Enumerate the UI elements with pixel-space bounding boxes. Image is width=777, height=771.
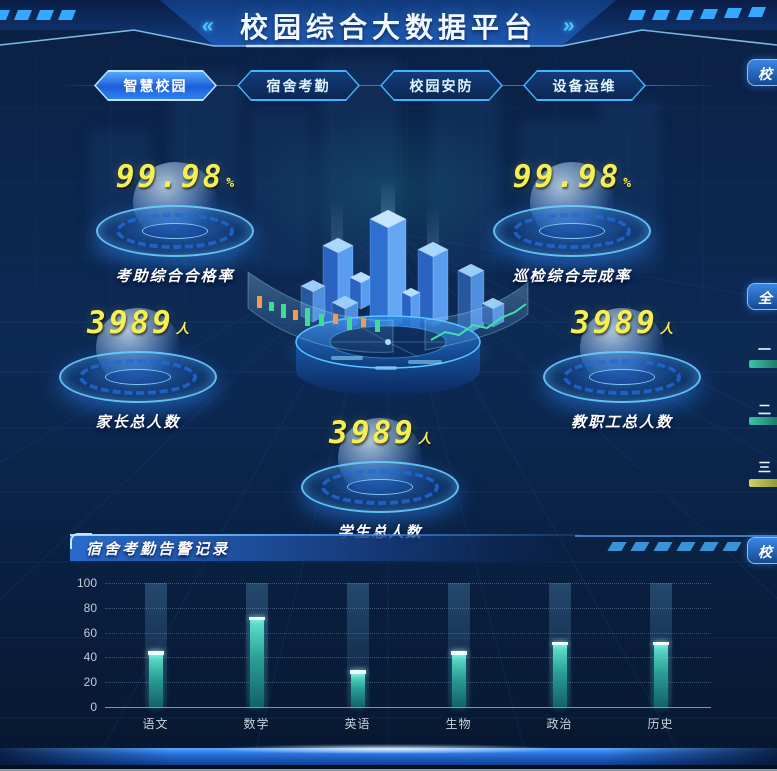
tab-label: 宿舍考勤 xyxy=(266,77,331,94)
hologram-city-visualization xyxy=(247,180,529,396)
tab-bar: 智慧校园 宿舍考勤 校园安防 设备运维 xyxy=(94,70,646,101)
bar-cap xyxy=(147,651,164,655)
page-title: 校园综合大数据平台 xyxy=(239,12,537,43)
stat-unit: 人 xyxy=(175,322,189,337)
platform-disc xyxy=(301,461,459,513)
chart-gridline xyxy=(105,632,711,634)
y-axis-tick: 100 xyxy=(76,576,97,590)
bar xyxy=(653,645,668,707)
y-axis-tick: 80 xyxy=(83,600,97,615)
panel-corner-accent xyxy=(70,533,92,549)
tab-device-ops[interactable]: 设备运维 xyxy=(523,70,646,101)
right-chevrons-icon: » xyxy=(561,14,577,37)
stat-value: 99.98% xyxy=(115,159,235,195)
x-axis-label: 数学 xyxy=(243,717,270,731)
bar-cap xyxy=(248,616,265,621)
left-chevrons-icon: « xyxy=(200,14,216,37)
tab-dorm-attendance[interactable]: 宿舍考勤 xyxy=(237,70,360,101)
stat-unit: % xyxy=(226,176,235,191)
rank-item-label: 二 xyxy=(758,402,772,417)
stat-label: 教职工总人数 xyxy=(570,414,673,431)
chart-gridline xyxy=(105,607,711,609)
stat-attendance-pass-rate: 99.98% 考助综合合格率 xyxy=(90,160,260,286)
y-axis-tick: 20 xyxy=(83,675,97,690)
platform-disc xyxy=(493,205,651,257)
footer-dark-strip xyxy=(0,765,777,771)
chart-gridline xyxy=(105,682,711,684)
stat-total-students: 3989 人 学生总人数 xyxy=(295,416,465,542)
chart-gridline xyxy=(105,657,711,659)
hatch-marks-decoration xyxy=(607,542,742,551)
x-axis-label: 历史 xyxy=(647,717,674,731)
platform-disc xyxy=(543,351,701,403)
stat-unit: 人 xyxy=(417,432,431,447)
right-panel-chip-bottom[interactable]: 校 xyxy=(747,537,777,564)
rank-item-bar xyxy=(749,417,777,425)
right-panel-chip-middle[interactable]: 全 xyxy=(747,283,777,310)
y-axis-tick: 0 xyxy=(90,700,97,714)
panel-title-strip xyxy=(70,535,570,561)
x-axis-label: 政治 xyxy=(546,717,573,731)
platform-disc xyxy=(96,205,254,257)
bar xyxy=(350,673,365,707)
rank-item-bar xyxy=(749,360,777,368)
y-axis-tick: 40 xyxy=(83,650,97,665)
rank-item-label: 三 xyxy=(758,460,772,475)
bar-cap xyxy=(450,651,467,655)
panel-title: 宿舍考勤告警记录 xyxy=(86,541,231,558)
stat-value: 3989 人 xyxy=(571,305,673,341)
stat-inspection-completion-rate: 99.98% 巡检综合完成率 xyxy=(487,160,657,286)
alarm-records-panel-header: 宿舍考勤告警记录 xyxy=(70,533,777,565)
stat-unit: % xyxy=(623,176,632,191)
rank-item-bar xyxy=(749,479,777,487)
header-banner xyxy=(0,0,777,48)
bar xyxy=(451,654,466,707)
tab-campus-security[interactable]: 校园安防 xyxy=(380,70,503,101)
bar xyxy=(552,645,567,707)
stat-total-parents: 3989 人 家长总人数 xyxy=(53,306,223,432)
footer-bottom-line xyxy=(0,769,777,771)
stat-value: 3989 人 xyxy=(329,415,431,451)
tab-label: 智慧校园 xyxy=(123,77,188,94)
stat-label: 考助综合合格率 xyxy=(115,268,235,285)
panel-extension-line xyxy=(575,535,777,537)
tab-smart-campus[interactable]: 智慧校园 xyxy=(94,70,217,101)
bar-cap xyxy=(652,641,669,645)
rank-item-label: 一 xyxy=(758,342,772,357)
bar-cap xyxy=(551,641,568,645)
bar xyxy=(249,620,264,707)
panel-top-line xyxy=(70,534,582,536)
chart-gridline xyxy=(105,707,711,708)
x-axis-label: 英语 xyxy=(344,717,371,731)
right-panel-chip-top[interactable]: 校 xyxy=(747,59,777,86)
tab-label: 校园安防 xyxy=(409,77,474,94)
x-axis-label: 语文 xyxy=(142,717,169,731)
bar-cap xyxy=(349,670,366,674)
stat-value: 99.98% xyxy=(512,159,632,195)
y-axis-tick: 60 xyxy=(83,625,97,640)
x-axis-label: 生物 xyxy=(445,717,472,731)
tab-label: 设备运维 xyxy=(552,77,617,94)
stat-value: 3989 人 xyxy=(87,305,189,341)
stat-total-staff: 3989 人 教职工总人数 xyxy=(537,306,707,432)
stat-label: 家长总人数 xyxy=(95,414,181,431)
chart-gridline xyxy=(105,583,711,584)
platform-disc xyxy=(59,351,217,403)
stat-label: 巡检综合完成率 xyxy=(512,268,632,285)
footer-glow-bar xyxy=(0,744,777,765)
bar xyxy=(148,654,163,707)
stat-unit: 人 xyxy=(659,322,673,337)
